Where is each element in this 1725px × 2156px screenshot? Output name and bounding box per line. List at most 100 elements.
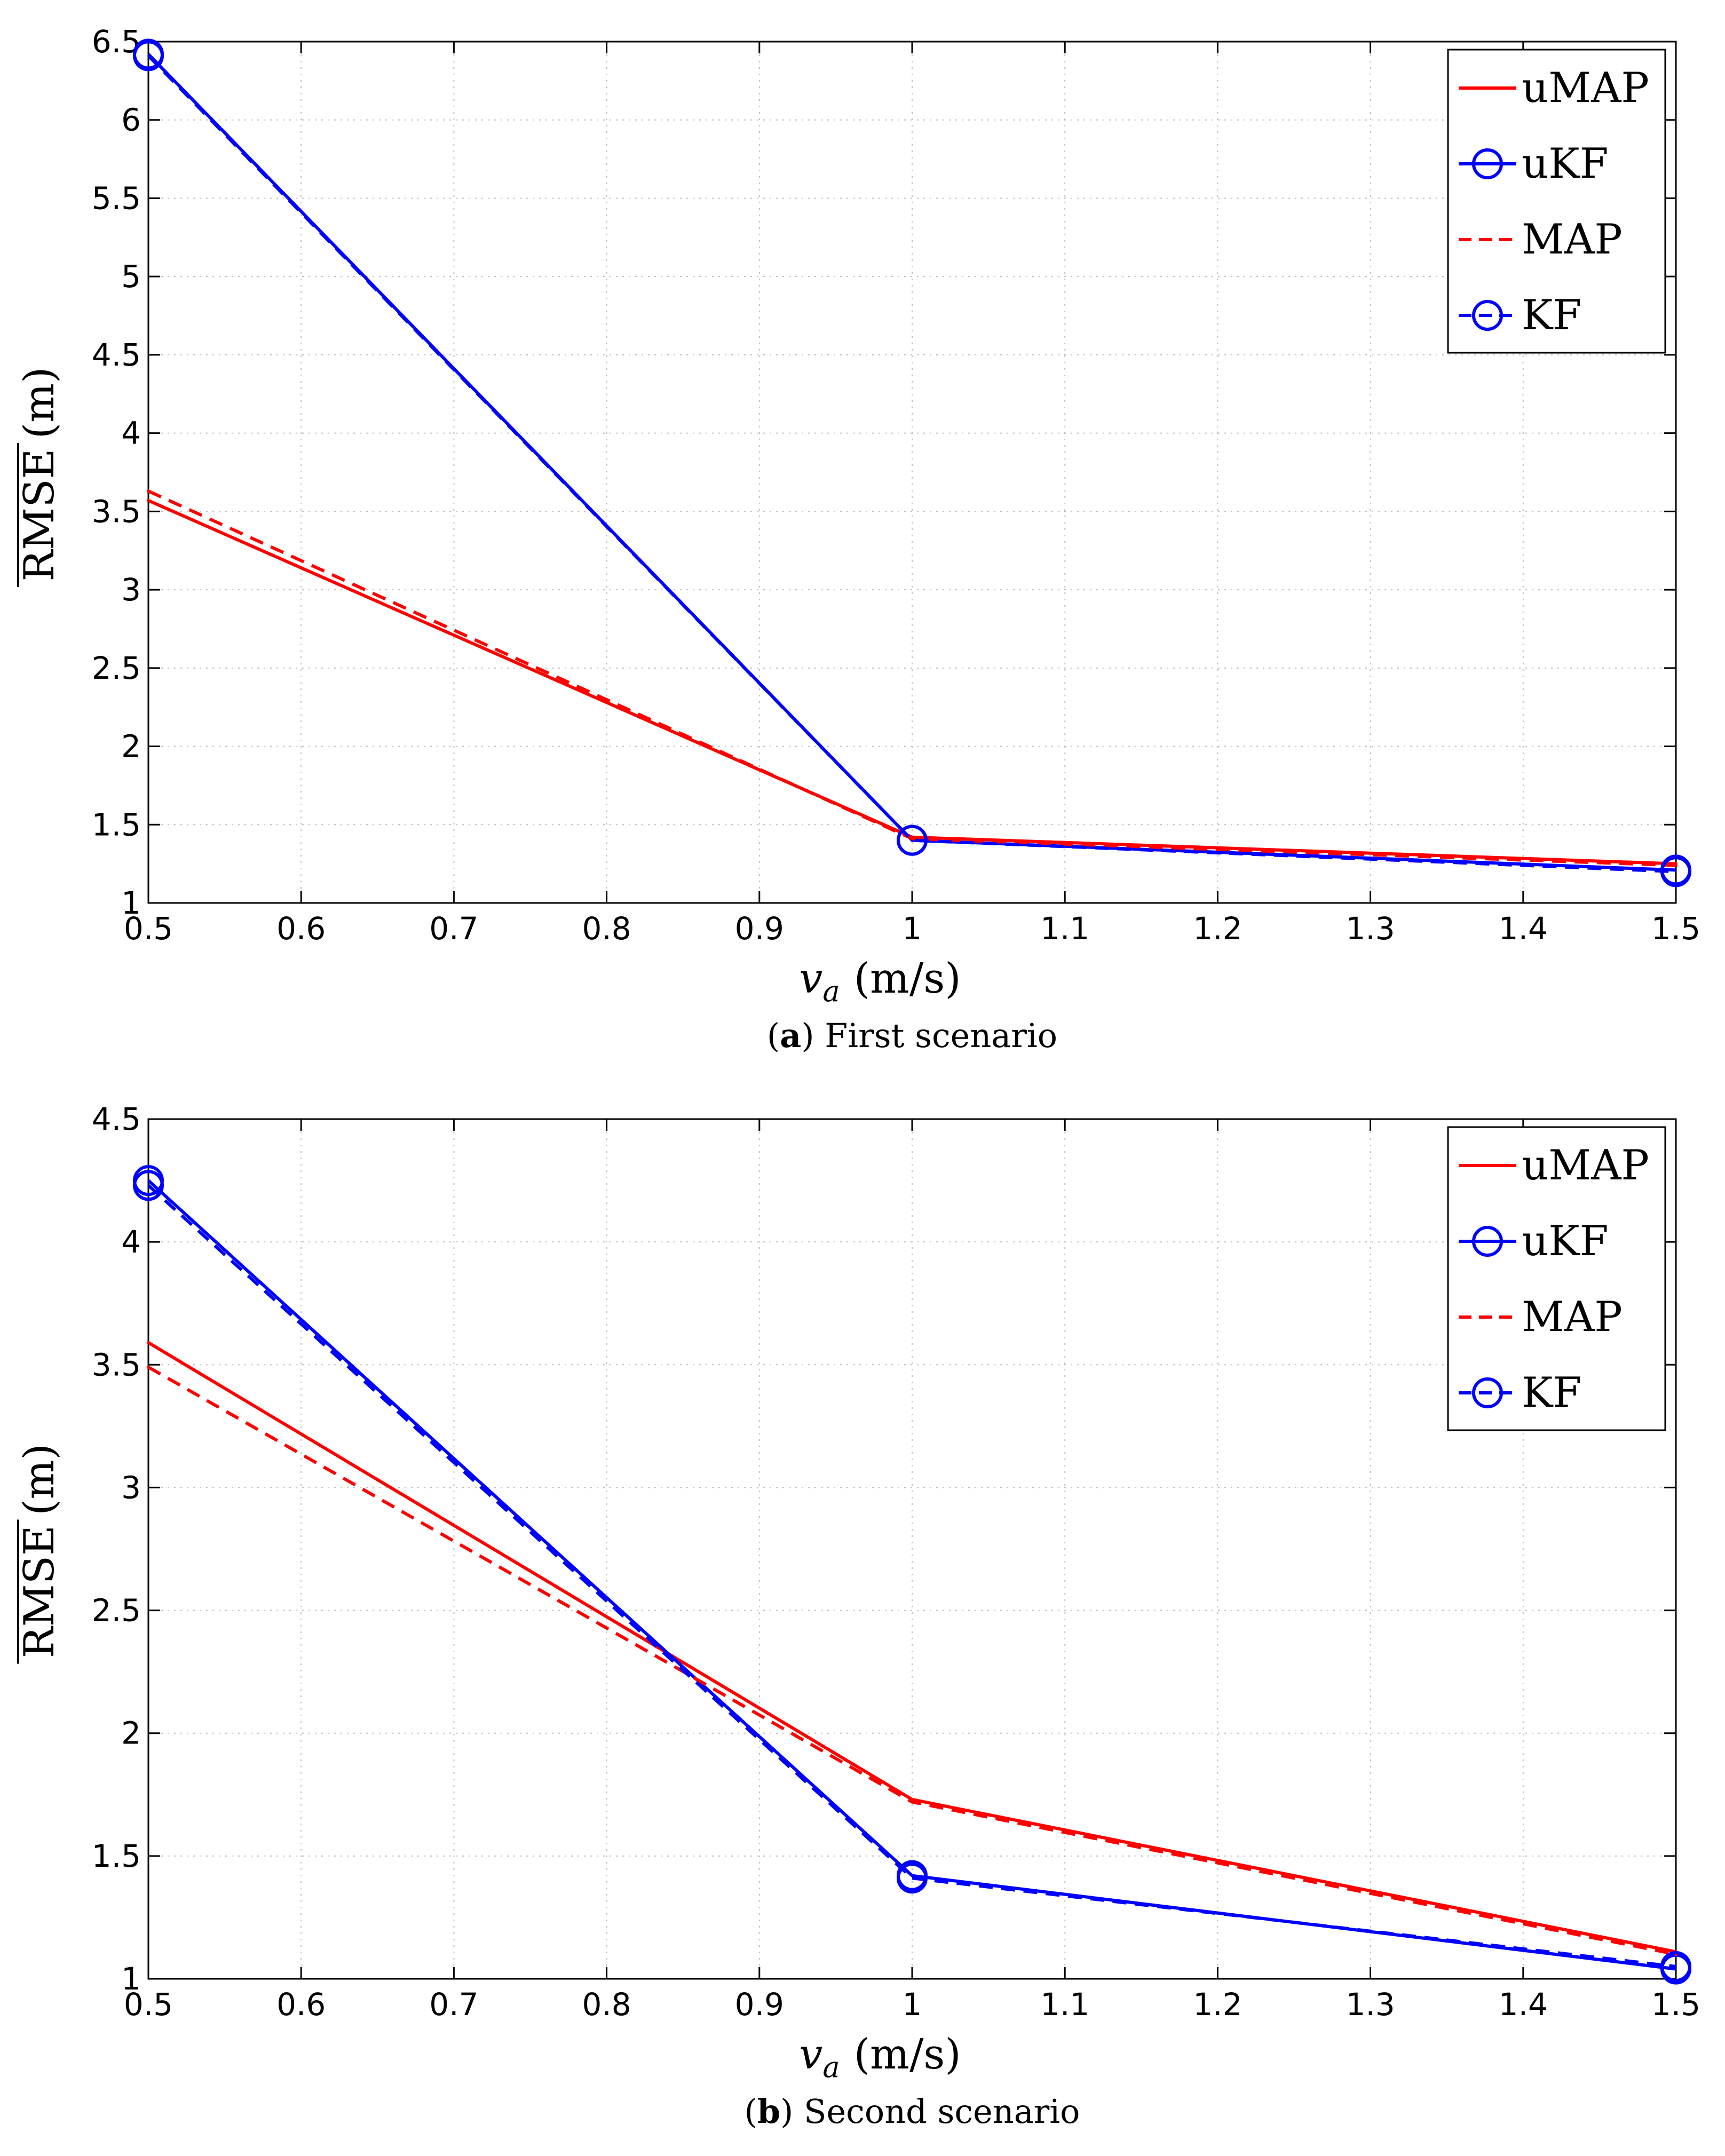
x-tick-label: 0.5: [124, 910, 173, 947]
legend-entry-uMAP: uMAP: [1459, 64, 1649, 112]
panel-label: b: [757, 2092, 780, 2131]
y-tick-label: 1: [121, 885, 141, 921]
series-KF: [133, 40, 1691, 887]
y-tick-label: 4: [121, 415, 141, 451]
x-axis-label: va (m/s): [799, 955, 961, 1008]
x-tick-label: 0.9: [735, 1986, 784, 2023]
legend-label: MAP: [1522, 1293, 1623, 1341]
x-tick-label: 1.1: [1040, 1986, 1089, 2023]
data-point-KF: [1660, 1951, 1691, 1982]
legend-label: KF: [1522, 1369, 1581, 1417]
legend-label: MAP: [1522, 216, 1623, 264]
legend-label: uMAP: [1522, 1142, 1649, 1190]
legend: uMAP uKF MAP KF: [1447, 1126, 1666, 1431]
x-axis-symbol: v: [799, 955, 822, 1003]
legend-entry-uMAP: uMAP: [1459, 1142, 1649, 1190]
y-tick-label: 2: [121, 728, 141, 765]
x-tick-label: 1.5: [1651, 1986, 1700, 2023]
x-tick-label: 1.2: [1193, 1986, 1242, 2023]
y-tick-label: 3: [121, 1469, 141, 1505]
y-tick-label: 6: [121, 102, 141, 138]
legend-label: uMAP: [1522, 64, 1649, 112]
x-tick-label: 1.2: [1193, 910, 1242, 947]
y-axis-text: RMSE: [15, 1525, 64, 1658]
y-tick-label: 3.5: [92, 1346, 141, 1383]
data-point-KF: [897, 825, 928, 856]
legend-entry-MAP: MAP: [1459, 216, 1623, 264]
y-axis-label: RMSE (m): [15, 367, 64, 587]
data-point-MAP: [1674, 863, 1677, 867]
x-tick-label: 0.7: [429, 1986, 478, 2023]
caption-text: Second scenario: [804, 2092, 1080, 2131]
x-axis-symbol: v: [799, 2031, 822, 2079]
series-MAP: [147, 489, 1677, 867]
y-tick-label: 1: [121, 1961, 141, 1997]
y-tick-label: 4.5: [92, 1101, 141, 1137]
legend-entry-uKF: uKF: [1459, 140, 1609, 188]
x-axis-unit: (m/s): [854, 955, 961, 1003]
legend-swatch-marker: [1472, 148, 1503, 179]
x-tick-label: 1: [903, 1986, 922, 2023]
legend-label: uKF: [1522, 1217, 1609, 1265]
chart-panel-a: 0.5 0.6 0.7 0.8 0.9 1 1.1 1.2 1.3 1.4 1.5 1 1.5 2 2.5 3…: [15, 23, 1700, 1055]
data-point-KF: [897, 1862, 928, 1894]
x-tick-label: 1.3: [1346, 910, 1395, 947]
x-tick-label: 1: [903, 910, 922, 947]
legend: uMAP uKF MAP KF: [1447, 49, 1666, 354]
y-tick-label: 2.5: [92, 1592, 141, 1629]
legend-label: uKF: [1522, 140, 1609, 188]
y-tick-label: 5.5: [92, 180, 141, 216]
y-axis-unit: (m): [15, 367, 64, 439]
caption-text: First scenario: [825, 1016, 1057, 1055]
panel-caption: (a) First scenario: [767, 1016, 1057, 1055]
legend-swatch-marker: [1472, 300, 1503, 331]
series-line-uKF: [147, 1179, 1676, 1971]
legend-label: KF: [1522, 291, 1581, 339]
x-axis-label: va (m/s): [799, 2031, 961, 2084]
data-point-MAP: [147, 489, 150, 493]
y-axis-label: RMSE (m): [15, 1444, 64, 1664]
y-tick-label: 2: [121, 1715, 141, 1751]
data-point-KF: [133, 40, 164, 72]
y-tick-label: 3.5: [92, 493, 141, 529]
caption-paren: (: [767, 1016, 780, 1055]
y-axis-text: RMSE: [15, 449, 64, 582]
x-tick-label: 1.5: [1651, 910, 1700, 947]
legend-swatch-marker: [1472, 1377, 1503, 1408]
data-point-KF: [133, 1170, 164, 1201]
series-line-KF: [147, 1184, 1676, 1968]
data-point-uMAP: [147, 498, 150, 502]
series-line-KF: [147, 54, 1676, 874]
chart-panel-b: 0.5 0.6 0.7 0.8 0.9 1 1.1 1.2 1.3 1.4 1.5 1 1.5 2 2.5 3…: [15, 1101, 1700, 2131]
x-tick-label: 1.1: [1040, 910, 1089, 947]
x-tick-label: 0.5: [124, 1986, 173, 2023]
y-tick-label: 4: [121, 1224, 141, 1260]
x-axis-subscript: a: [822, 2050, 840, 2084]
x-tick-label: 1.4: [1499, 910, 1548, 947]
x-tick-label: 1.4: [1499, 1986, 1548, 2023]
x-tick-label: 0.8: [582, 1986, 631, 2023]
data-point-MAP: [911, 1800, 914, 1804]
x-tick-label: 0.8: [582, 910, 631, 947]
x-tick-label: 0.6: [276, 910, 326, 947]
y-axis-unit: (m): [15, 1444, 64, 1516]
y-tick-label: 2.5: [92, 650, 141, 686]
x-tick-label: 1.3: [1346, 1986, 1395, 2023]
data-point-MAP: [911, 837, 914, 841]
legend-swatch-marker: [1472, 1226, 1503, 1257]
y-tick-label: 1.5: [92, 806, 141, 843]
legend-entry-KF: KF: [1459, 1369, 1581, 1417]
y-tick-label: 5: [121, 258, 141, 295]
caption-paren: (: [745, 2092, 757, 2131]
x-axis-unit: (m/s): [854, 2031, 961, 2079]
x-tick-label: 0.6: [276, 1986, 326, 2023]
x-axis-subscript: a: [822, 974, 840, 1008]
legend-entry-KF: KF: [1459, 291, 1581, 339]
caption: (a) First scenario: [767, 1016, 1057, 1055]
data-point-MAP: [147, 1365, 150, 1369]
caption: (b) Second scenario: [745, 2092, 1080, 2131]
x-tick-label: 0.9: [735, 910, 784, 947]
legend-entry-uKF: uKF: [1459, 1217, 1609, 1265]
y-tick-label: 1.5: [92, 1838, 141, 1874]
